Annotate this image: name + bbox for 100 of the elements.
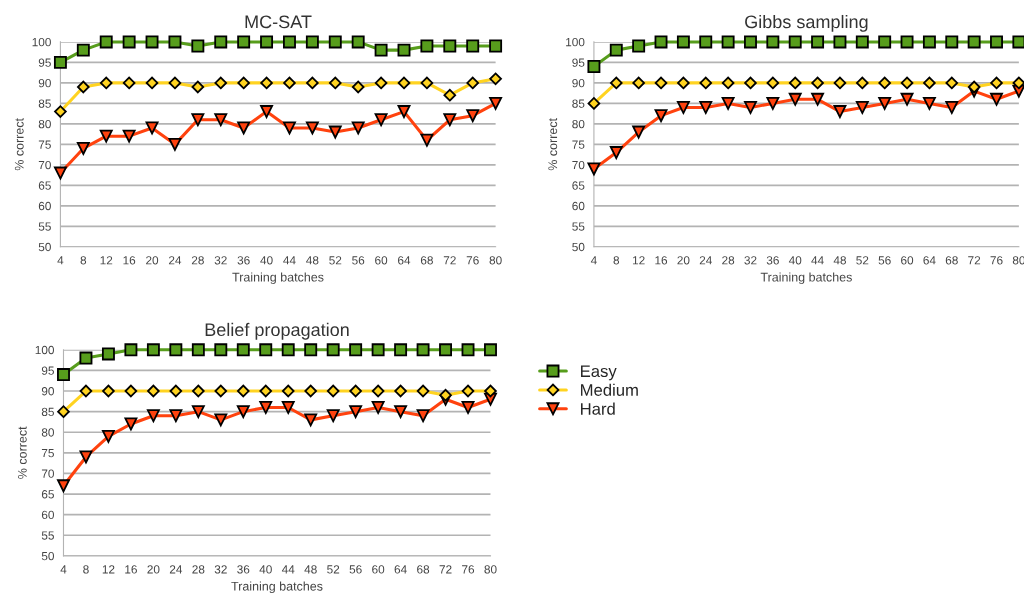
x-tick-label: 48 [306, 256, 319, 265]
x-tick-label: 36 [766, 256, 779, 265]
x-tick-label: 40 [788, 256, 802, 265]
y-tick-label: 60 [38, 201, 51, 211]
x-tick-label: 72 [968, 256, 981, 265]
legend-label: Easy [581, 365, 617, 381]
y-tick-label: 90 [41, 387, 54, 396]
y-tick-label: 50 [572, 242, 585, 252]
x-tick-label: 16 [655, 256, 668, 265]
y-tick-label: 80 [572, 119, 585, 129]
x-tick-label: 4 [57, 256, 64, 265]
y-tick-label: 80 [38, 119, 51, 129]
x-tick-label: 80 [489, 256, 502, 265]
x-tick-label: 32 [214, 256, 227, 265]
y-tick-label: 90 [38, 78, 51, 88]
x-tick-label: 48 [833, 256, 846, 265]
y-tick-label: 60 [41, 510, 54, 520]
chart-title: Gibbs sampling [745, 14, 868, 32]
x-tick-label: 36 [237, 256, 250, 265]
y-tick-label: 80 [41, 428, 54, 437]
y-tick-label: 65 [41, 490, 54, 499]
y-axis-title: % correct [14, 118, 24, 171]
y-tick-label: 75 [572, 140, 585, 149]
y-tick-label: 85 [41, 407, 54, 417]
x-tick-label: 72 [443, 256, 456, 265]
chart-title: MC-SAT [245, 15, 312, 29]
y-tick-label: 55 [38, 222, 51, 231]
y-tick-label: 65 [572, 181, 585, 190]
y-tick-label: 70 [572, 160, 585, 170]
x-tick-label: 8 [83, 565, 89, 574]
x-tick-label: 76 [466, 256, 479, 265]
y-tick-label: 70 [38, 160, 51, 170]
x-tick-label: 12 [102, 565, 115, 574]
x-tick-label: 16 [125, 565, 137, 574]
x-tick-label: 68 [945, 256, 958, 265]
y-tick-label: 90 [572, 78, 585, 88]
x-axis-title: Training batches [232, 272, 324, 285]
x-tick-label: 8 [613, 256, 620, 265]
x-axis-title: Training batches [760, 272, 852, 285]
y-axis-title: % correct [17, 426, 27, 479]
y-tick-label: 55 [41, 531, 54, 540]
x-tick-label: 28 [192, 565, 205, 574]
x-tick-label: 60 [375, 256, 388, 265]
x-tick-label: 80 [484, 565, 497, 574]
x-tick-label: 28 [722, 256, 735, 265]
x-tick-label: 60 [901, 256, 914, 265]
x-tick-label: 40 [259, 565, 272, 574]
x-tick-label: 56 [878, 256, 891, 265]
x-tick-label: 52 [329, 256, 342, 265]
x-tick-label: 24 [169, 565, 183, 574]
x-tick-label: 64 [394, 565, 407, 574]
y-tick-label: 100 [566, 37, 585, 47]
x-tick-label: 56 [349, 565, 362, 574]
x-tick-label: 20 [146, 256, 159, 265]
x-tick-label: 64 [923, 256, 936, 265]
x-tick-label: 76 [990, 256, 1003, 265]
x-tick-label: 56 [352, 256, 365, 265]
x-tick-label: 32 [744, 256, 757, 265]
y-tick-label: 50 [41, 551, 54, 561]
x-tick-label: 28 [191, 256, 204, 265]
x-tick-label: 48 [304, 565, 317, 574]
y-tick-label: 70 [41, 469, 54, 478]
x-tick-label: 44 [281, 565, 295, 574]
x-tick-label: 64 [398, 256, 411, 265]
y-tick-label: 85 [38, 99, 51, 108]
x-tick-label: 52 [856, 256, 869, 265]
x-tick-label: 60 [372, 565, 385, 574]
x-tick-label: 32 [214, 565, 227, 574]
y-tick-label: 75 [41, 449, 54, 458]
y-tick-label: 50 [38, 242, 51, 252]
x-tick-label: 4 [590, 256, 597, 265]
x-tick-label: 76 [462, 565, 475, 574]
x-tick-label: 8 [80, 256, 87, 265]
x-tick-label: 12 [632, 256, 645, 265]
x-tick-label: 16 [123, 256, 136, 265]
x-tick-label: 20 [677, 256, 690, 265]
x-tick-label: 68 [417, 565, 430, 574]
x-tick-label: 44 [283, 256, 296, 265]
legend-label: Medium [581, 383, 638, 396]
chart-title: Belief propagation [205, 322, 349, 340]
x-axis-title: Training batches [231, 581, 323, 594]
x-tick-label: 20 [147, 565, 160, 574]
x-tick-label: 12 [100, 256, 113, 265]
y-axis-title: % correct [548, 118, 558, 171]
legend-label: Hard [581, 402, 615, 415]
x-tick-label: 68 [420, 256, 433, 265]
y-tick-label: 95 [41, 366, 54, 375]
x-tick-label: 36 [237, 565, 250, 574]
x-tick-label: 4 [60, 565, 67, 574]
y-tick-label: 60 [572, 201, 585, 211]
y-tick-label: 85 [572, 99, 585, 108]
x-tick-label: 40 [260, 256, 273, 265]
x-tick-label: 52 [327, 565, 340, 574]
y-tick-label: 95 [572, 58, 585, 67]
y-tick-label: 100 [32, 37, 51, 47]
x-tick-label: 80 [1012, 256, 1024, 265]
y-tick-label: 100 [35, 345, 54, 355]
y-tick-label: 55 [572, 222, 585, 231]
y-tick-label: 95 [38, 58, 51, 67]
x-tick-label: 44 [811, 256, 824, 265]
